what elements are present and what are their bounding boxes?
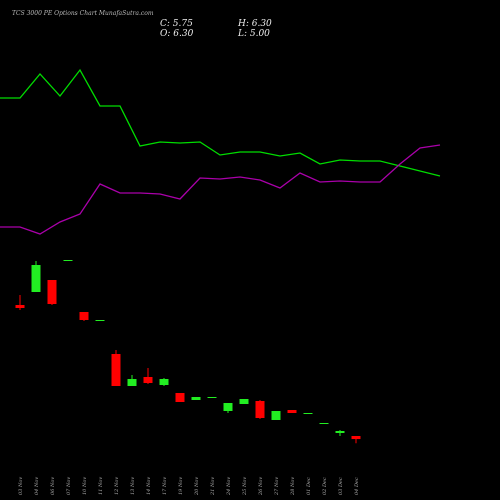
x-tick-label: 06 Nov: [50, 477, 56, 495]
x-tick-label: 19 Nov: [178, 477, 184, 495]
x-tick-label: 26 Nov: [258, 477, 264, 496]
ohlc-open: O: 6.30: [160, 29, 194, 39]
candle-body: [335, 431, 345, 433]
candle-body: [303, 413, 313, 414]
ohlc-high: H: 6.30: [237, 19, 272, 29]
x-tick-label: 01 Dec: [306, 477, 312, 495]
candle-body: [271, 411, 281, 420]
candle-body: [319, 423, 329, 424]
x-tick-label: 07 Nov: [66, 477, 72, 495]
candle-body: [15, 305, 25, 308]
x-tick-label: 03 Nov: [18, 477, 24, 495]
x-tick-label: 10 Nov: [82, 477, 88, 495]
x-tick-label: 13 Nov: [130, 477, 136, 495]
x-tick-label: 04 Dec: [354, 477, 360, 495]
x-tick-label: 25 Nov: [242, 477, 248, 496]
ohlc-close: C: 5.75: [160, 19, 193, 29]
candle-body: [127, 379, 137, 386]
candle-body: [175, 393, 185, 402]
x-tick-label: 12 Nov: [114, 477, 120, 495]
candle-body: [191, 397, 201, 400]
chart-title: TCS 3000 PE Options Chart MunafaSutra.co…: [12, 10, 154, 17]
candle-body: [255, 401, 265, 418]
x-tick-label: 21 Nov: [210, 477, 216, 496]
candle-body: [63, 260, 73, 261]
candle-body: [143, 377, 153, 383]
candle-body: [47, 280, 57, 304]
x-tick-label: 11 Nov: [98, 477, 104, 495]
candle-body: [159, 379, 169, 385]
x-tick-label: 04 Nov: [34, 477, 40, 495]
x-tick-label: 28 Nov: [290, 477, 296, 496]
ohlc-low: L: 5.00: [237, 29, 270, 39]
x-tick-label: 02 Dec: [322, 477, 328, 495]
candle-body: [351, 436, 361, 440]
candle-body: [239, 399, 249, 404]
indicator-line: [0, 144, 441, 235]
candle-body: [79, 312, 89, 320]
x-tick-label: 03 Dec: [338, 477, 344, 495]
candle-body: [111, 354, 121, 386]
candle-body: [207, 397, 217, 398]
x-tick-label: 27 Nov: [274, 477, 280, 496]
candle-body: [95, 320, 105, 321]
candle-body: [287, 410, 297, 413]
indicator-line: [0, 68, 441, 177]
candle-body: [223, 403, 233, 411]
x-tick-label: 14 Nov: [146, 477, 152, 495]
x-tick-label: 24 Nov: [226, 477, 232, 496]
x-tick-label: 17 Nov: [162, 477, 168, 495]
x-tick-label: 20 Nov: [194, 477, 200, 496]
candle-body: [31, 265, 41, 292]
